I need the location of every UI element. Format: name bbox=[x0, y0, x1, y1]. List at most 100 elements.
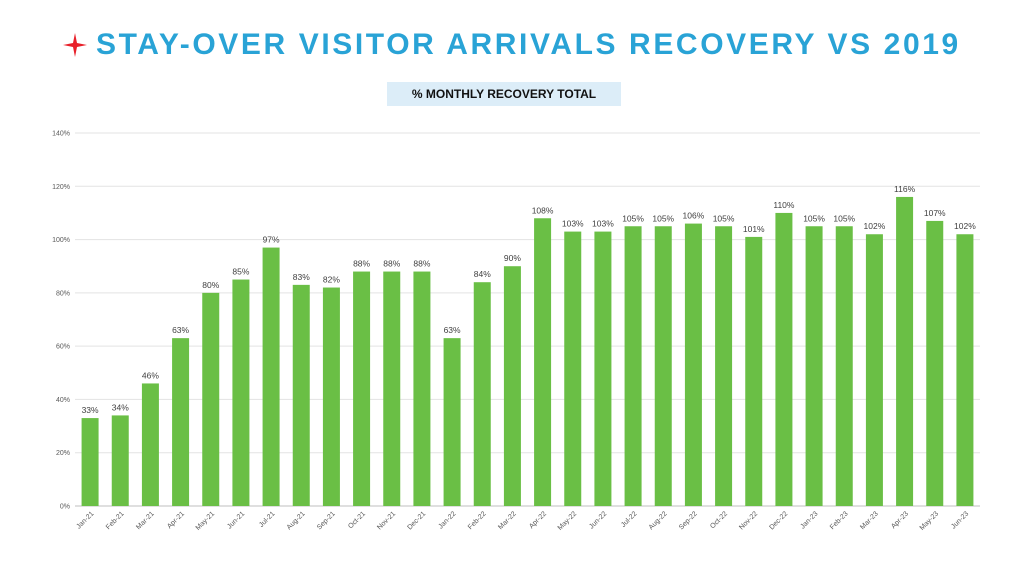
bar bbox=[413, 271, 431, 506]
bar bbox=[443, 338, 461, 506]
chart-subtitle-box: % MONTHLY RECOVERY TOTAL bbox=[387, 82, 621, 106]
x-tick-label: Jan-23 bbox=[799, 510, 819, 530]
x-tick-label: Jan-22 bbox=[437, 510, 457, 530]
bar bbox=[865, 234, 883, 506]
data-label: 83% bbox=[293, 272, 310, 282]
y-tick-label: 60% bbox=[56, 344, 70, 351]
data-label: 102% bbox=[864, 221, 886, 231]
x-tick-label: Oct-22 bbox=[709, 510, 729, 530]
page-title: STAY-OVER VISITOR ARRIVALS RECOVERY VS 2… bbox=[96, 28, 961, 61]
data-label: 33% bbox=[82, 405, 99, 415]
bar bbox=[926, 220, 944, 506]
x-tick-label: Dec-21 bbox=[406, 510, 427, 531]
x-tick-label: Apr-22 bbox=[528, 510, 548, 530]
bar bbox=[292, 284, 310, 506]
x-tick-label: Mar-22 bbox=[497, 510, 518, 531]
bar bbox=[232, 279, 250, 506]
bar bbox=[202, 292, 220, 506]
x-tick-label: Jan-21 bbox=[75, 510, 95, 530]
y-tick-label: 0% bbox=[60, 504, 70, 511]
x-tick-label: Feb-22 bbox=[467, 510, 488, 531]
x-tick-label: Mar-23 bbox=[859, 510, 880, 531]
bar bbox=[715, 226, 733, 506]
bar bbox=[775, 212, 793, 506]
x-tick-label: Jun-23 bbox=[950, 510, 970, 530]
x-tick-label: Oct-21 bbox=[347, 510, 367, 530]
bar bbox=[383, 271, 401, 506]
x-tick-label: Aug-22 bbox=[648, 510, 669, 531]
data-label: 105% bbox=[652, 213, 674, 223]
data-label: 63% bbox=[444, 325, 461, 335]
bar bbox=[896, 196, 914, 506]
data-label: 97% bbox=[263, 235, 280, 245]
data-label: 90% bbox=[504, 253, 521, 263]
x-tick-label: Aug-21 bbox=[286, 510, 307, 531]
bar bbox=[262, 247, 280, 507]
bar bbox=[745, 236, 763, 506]
data-label: 107% bbox=[924, 208, 946, 218]
x-tick-label: Sep-22 bbox=[678, 510, 699, 531]
data-label: 106% bbox=[683, 211, 705, 221]
bar bbox=[835, 226, 853, 506]
x-tick-label: Jul-21 bbox=[258, 510, 277, 529]
data-label: 46% bbox=[142, 370, 159, 380]
bar bbox=[534, 218, 552, 506]
bar bbox=[322, 287, 340, 506]
data-label: 88% bbox=[413, 259, 430, 269]
data-label: 85% bbox=[232, 267, 249, 277]
data-label: 105% bbox=[803, 213, 825, 223]
x-tick-label: Nov-22 bbox=[738, 510, 759, 531]
bar bbox=[805, 226, 823, 506]
data-label: 63% bbox=[172, 325, 189, 335]
x-tick-label: Feb-23 bbox=[829, 510, 850, 531]
x-tick-label: Jun-21 bbox=[226, 510, 246, 530]
data-label: 105% bbox=[622, 213, 644, 223]
data-label: 102% bbox=[954, 221, 976, 231]
data-label: 108% bbox=[532, 205, 554, 215]
y-tick-label: 100% bbox=[52, 237, 70, 244]
y-tick-label: 40% bbox=[56, 397, 70, 404]
data-label: 105% bbox=[833, 213, 855, 223]
data-label: 80% bbox=[202, 280, 219, 290]
title-row: STAY-OVER VISITOR ARRIVALS RECOVERY VS 2… bbox=[62, 28, 961, 62]
x-tick-label: Apr-23 bbox=[890, 510, 910, 530]
x-tick-label: Dec-22 bbox=[768, 510, 789, 531]
data-label: 101% bbox=[743, 224, 765, 234]
data-label: 88% bbox=[383, 259, 400, 269]
y-tick-label: 140% bbox=[52, 131, 70, 138]
data-label: 82% bbox=[323, 275, 340, 285]
bar bbox=[594, 231, 612, 507]
data-label: 88% bbox=[353, 259, 370, 269]
data-label: 103% bbox=[592, 219, 614, 229]
data-label: 105% bbox=[713, 213, 735, 223]
bar bbox=[473, 282, 491, 506]
bar bbox=[956, 234, 974, 506]
x-tick-label: Jun-22 bbox=[588, 510, 608, 530]
bar bbox=[353, 271, 371, 506]
x-tick-label: Feb-21 bbox=[105, 510, 126, 531]
y-tick-label: 120% bbox=[52, 184, 70, 191]
x-tick-label: Sep-21 bbox=[316, 510, 337, 531]
y-tick-label: 80% bbox=[56, 290, 70, 297]
bar bbox=[503, 266, 521, 506]
data-label: 116% bbox=[894, 184, 916, 194]
bar bbox=[624, 226, 642, 506]
x-tick-label: Mar-21 bbox=[135, 510, 156, 531]
data-label: 84% bbox=[474, 269, 491, 279]
data-label: 110% bbox=[773, 200, 795, 210]
star-icon bbox=[63, 33, 87, 57]
bar bbox=[654, 226, 672, 506]
x-tick-label: May-21 bbox=[195, 510, 217, 532]
chart-subtitle: % MONTHLY RECOVERY TOTAL bbox=[411, 87, 597, 101]
x-tick-label: Nov-21 bbox=[376, 510, 397, 531]
bar bbox=[684, 223, 702, 507]
x-tick-label: Apr-21 bbox=[166, 510, 186, 530]
bar bbox=[111, 415, 129, 506]
x-tick-label: May-23 bbox=[919, 510, 941, 532]
bar bbox=[141, 383, 159, 506]
x-tick-label: May-22 bbox=[557, 510, 579, 532]
bar bbox=[81, 418, 99, 506]
y-tick-label: 20% bbox=[56, 450, 70, 457]
bar bbox=[564, 231, 582, 507]
